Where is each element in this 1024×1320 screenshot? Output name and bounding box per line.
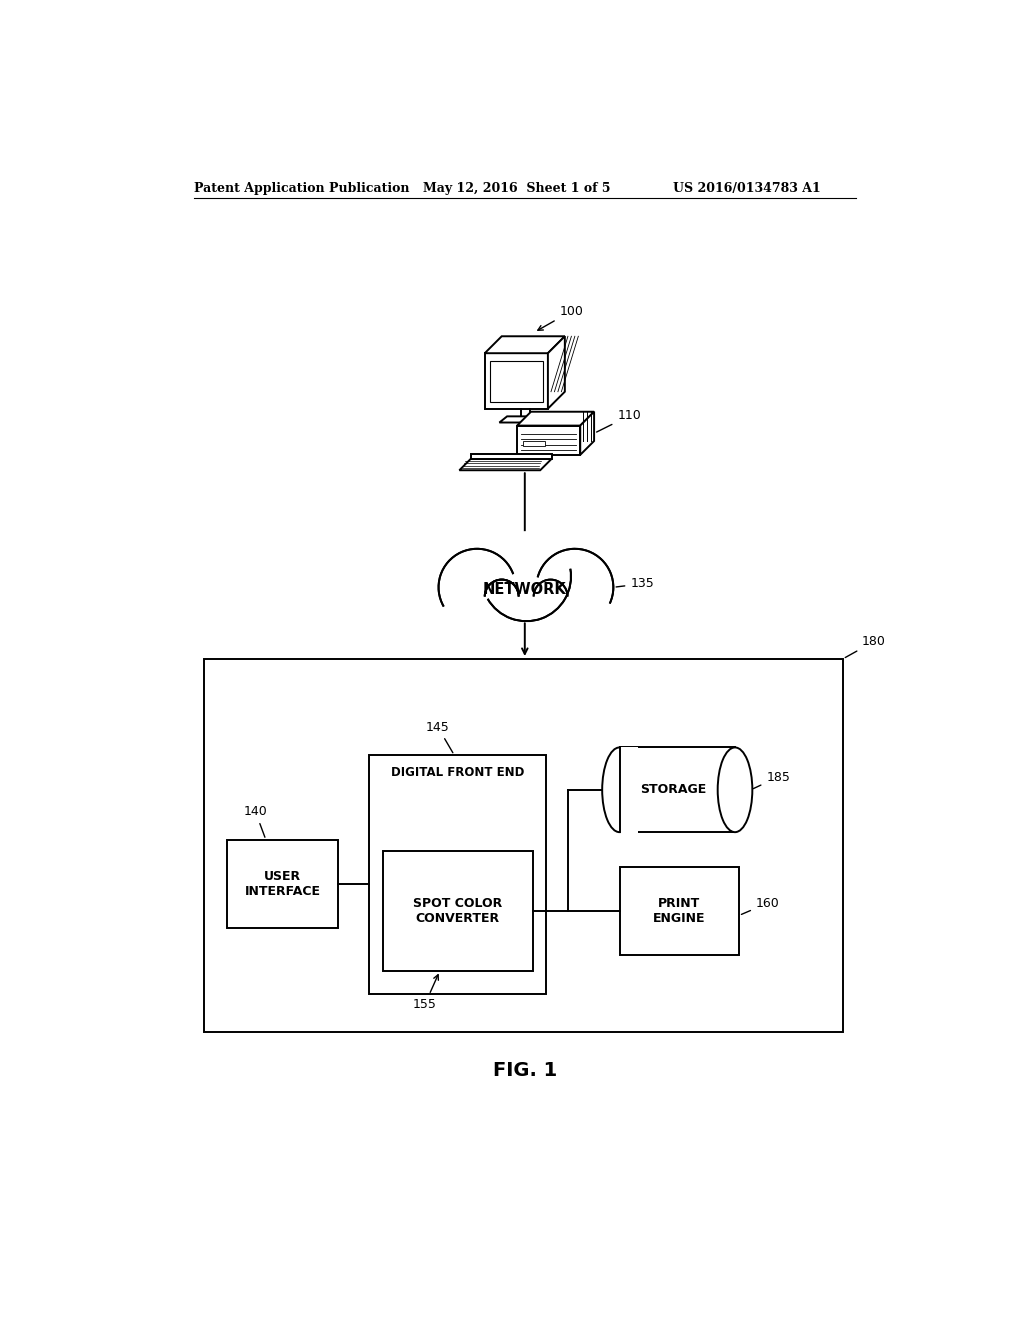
Circle shape [438,549,515,626]
FancyBboxPatch shape [620,747,638,833]
Text: PRINT
ENGINE: PRINT ENGINE [653,898,706,925]
FancyBboxPatch shape [523,441,545,446]
FancyBboxPatch shape [517,425,581,455]
Text: NETWORK: NETWORK [483,582,566,597]
FancyBboxPatch shape [383,851,532,970]
Text: US 2016/0134783 A1: US 2016/0134783 A1 [674,182,821,194]
FancyBboxPatch shape [620,747,735,832]
Circle shape [537,549,613,626]
Polygon shape [500,416,559,422]
Polygon shape [484,337,565,354]
Ellipse shape [718,747,753,832]
Circle shape [481,532,571,622]
Text: SPOT COLOR
CONVERTER: SPOT COLOR CONVERTER [414,898,503,925]
FancyBboxPatch shape [204,659,843,1032]
FancyBboxPatch shape [490,360,543,403]
Text: Patent Application Publication: Patent Application Publication [194,182,410,194]
Polygon shape [581,412,594,455]
FancyBboxPatch shape [620,867,739,956]
Text: FIG. 1: FIG. 1 [493,1061,557,1080]
FancyBboxPatch shape [370,755,547,994]
Circle shape [484,579,518,614]
Text: 135: 135 [616,577,654,590]
Text: 110: 110 [597,409,641,432]
Text: 185: 185 [754,771,791,788]
Text: 160: 160 [741,896,779,915]
FancyBboxPatch shape [226,840,339,928]
Polygon shape [460,459,552,470]
Text: May 12, 2016  Sheet 1 of 5: May 12, 2016 Sheet 1 of 5 [423,182,610,194]
Text: 140: 140 [244,805,267,837]
FancyBboxPatch shape [484,354,548,409]
Text: 155: 155 [413,974,438,1011]
Text: 100: 100 [538,305,584,330]
Polygon shape [438,532,613,587]
Text: 180: 180 [845,635,886,657]
Polygon shape [471,454,552,459]
Text: STORAGE: STORAGE [640,783,707,796]
Text: USER
INTERFACE: USER INTERFACE [245,870,321,898]
Ellipse shape [602,747,637,832]
Polygon shape [517,412,594,425]
Circle shape [534,579,567,614]
Text: 145: 145 [426,721,453,752]
Polygon shape [548,337,565,409]
Text: DIGITAL FRONT END: DIGITAL FRONT END [391,766,524,779]
